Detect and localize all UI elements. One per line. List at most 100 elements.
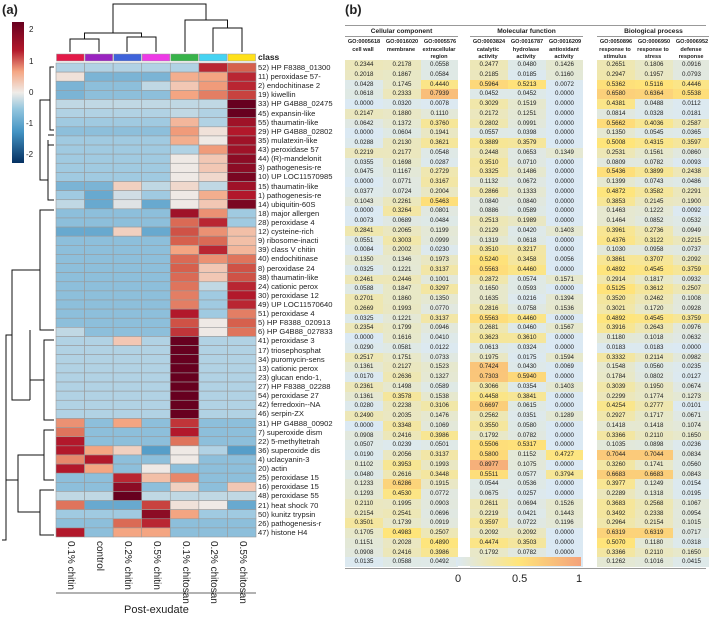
panel-a-label: (a) xyxy=(2,2,18,17)
heatmap-cell xyxy=(198,463,228,474)
table-cell: 0.0236 xyxy=(673,440,709,450)
heatmap-cell xyxy=(198,281,228,292)
heatmap-cell xyxy=(55,226,85,237)
heatmap-cell xyxy=(169,436,200,447)
table-cell: 0.1016 xyxy=(635,557,673,567)
colorbar-tick: -1 xyxy=(26,119,34,128)
table-cell: 0.2611 xyxy=(470,498,508,509)
heatmap-cell xyxy=(84,418,114,428)
class-swatch xyxy=(141,53,171,62)
table-cell: 0.1426 xyxy=(546,60,583,70)
heatmap-cell xyxy=(198,509,228,520)
heatmap-cell xyxy=(84,126,114,137)
table-cell: 0.5436 xyxy=(597,167,635,177)
table-cell: 0.1571 xyxy=(546,274,583,285)
table-cell: 0.1486 xyxy=(508,167,546,177)
table-cell: 0.0000 xyxy=(546,118,583,129)
heatmap-cell xyxy=(112,527,143,538)
table-cell: 0.2028 xyxy=(383,537,421,548)
row-label: 16) peroxidase 15 xyxy=(258,482,319,492)
heatmap-cell xyxy=(55,290,85,301)
heatmap-cell xyxy=(55,153,85,164)
table-cell: 0.0501 xyxy=(421,440,458,450)
table-cell: 0.2438 xyxy=(673,167,709,177)
heatmap-cell xyxy=(141,272,171,283)
heatmap-cell xyxy=(112,71,143,82)
table-cell: 0.3510 xyxy=(470,245,508,255)
table-cell: 0.2462 xyxy=(635,294,673,304)
heatmap-cell xyxy=(169,327,200,337)
table-cell: 0.0696 xyxy=(421,508,458,519)
heatmap-cell xyxy=(55,436,85,447)
table-cell: 0.0560 xyxy=(673,459,709,470)
heatmap-cell xyxy=(112,99,143,109)
table-cell: 0.4254 xyxy=(597,401,635,411)
table-cell: 0.0000 xyxy=(546,206,583,216)
go-id: GO:0006950 xyxy=(637,39,671,45)
table-cell: 0.4458 xyxy=(470,391,508,402)
table-cell: 0.0000 xyxy=(345,99,383,109)
row-label: 34) puromycin-sens xyxy=(258,354,325,364)
column-label: 0.1% chitosan xyxy=(179,541,191,604)
heatmap-cell xyxy=(84,436,114,447)
table-cell: 0.2651 xyxy=(597,60,635,70)
heatmap-cell xyxy=(84,345,114,355)
table-cell: 0.5213 xyxy=(508,79,546,90)
table-cell: 0.0280 xyxy=(345,401,383,411)
table-cell: 0.1792 xyxy=(470,547,508,558)
row-label: 33) HP G4B88_02475 xyxy=(258,99,333,109)
table-cell: 0.0428 xyxy=(345,79,383,90)
table-cell: 0.1262 xyxy=(597,557,635,567)
heatmap-cell xyxy=(84,427,114,438)
heatmap-cell xyxy=(112,162,143,173)
table-cell: 0.0000 xyxy=(546,313,583,324)
table-cell: 0.3137 xyxy=(421,313,458,324)
table-cell: 0.2129 xyxy=(470,225,508,236)
table-cell: 0.0430 xyxy=(508,362,546,372)
heatmap-cell xyxy=(84,399,114,410)
heatmap-cell xyxy=(169,463,200,474)
heatmap-cell xyxy=(141,181,171,191)
heatmap-cell xyxy=(55,263,85,273)
heatmap-cell xyxy=(227,399,257,410)
heatmap-cell xyxy=(169,454,200,465)
table-cell: 0.3503 xyxy=(508,537,546,548)
heatmap-cell xyxy=(84,354,114,365)
table-cell: 0.3953 xyxy=(383,459,421,470)
heatmap-cell xyxy=(141,381,171,392)
heatmap-cell xyxy=(169,409,200,419)
table-cell: 0.0000 xyxy=(546,537,583,548)
heatmap-cell xyxy=(227,190,257,201)
table-cell: 0.1102 xyxy=(345,459,383,470)
heatmap-cell xyxy=(141,254,171,264)
heatmap-cell xyxy=(227,144,257,155)
table-cell: 0.2333 xyxy=(383,89,421,99)
table-cell: 0.2289 xyxy=(597,489,635,499)
table-cell: 0.1167 xyxy=(383,167,421,177)
table-cell: 0.1616 xyxy=(383,333,421,343)
table-cell: 0.0946 xyxy=(421,323,458,333)
table-cell: 0.0733 xyxy=(421,352,458,363)
table-cell: 0.3578 xyxy=(383,391,421,402)
row-label: 2) endochitinase 2 xyxy=(258,81,321,91)
table-cell: 0.0581 xyxy=(383,342,421,353)
table-cell: 0.2154 xyxy=(345,508,383,519)
table-cell: 0.0000 xyxy=(345,420,383,431)
table-cell: 0.1418 xyxy=(635,420,673,431)
table-cell: 0.2291 xyxy=(673,186,709,197)
table-cell: 0.2092 xyxy=(508,528,546,538)
table-cell: 0.1463 xyxy=(597,206,635,216)
table-cell: 0.2802 xyxy=(470,118,508,129)
colorbar xyxy=(12,22,24,163)
heatmap-cell xyxy=(169,372,200,383)
table-cell: 0.0770 xyxy=(421,303,458,314)
row-label: 18) major allergen xyxy=(258,208,320,218)
table-cell: 0.0000 xyxy=(546,479,583,489)
table-cell: 0.1319 xyxy=(470,235,508,246)
heatmap-cell xyxy=(141,399,171,410)
table-cell: 0.1739 xyxy=(383,518,421,528)
table-cell: 0.3683 xyxy=(597,498,635,509)
heatmap-cell xyxy=(112,254,143,264)
table-cell: 0.8977 xyxy=(470,459,508,470)
table-cell: 0.1035 xyxy=(597,440,635,450)
